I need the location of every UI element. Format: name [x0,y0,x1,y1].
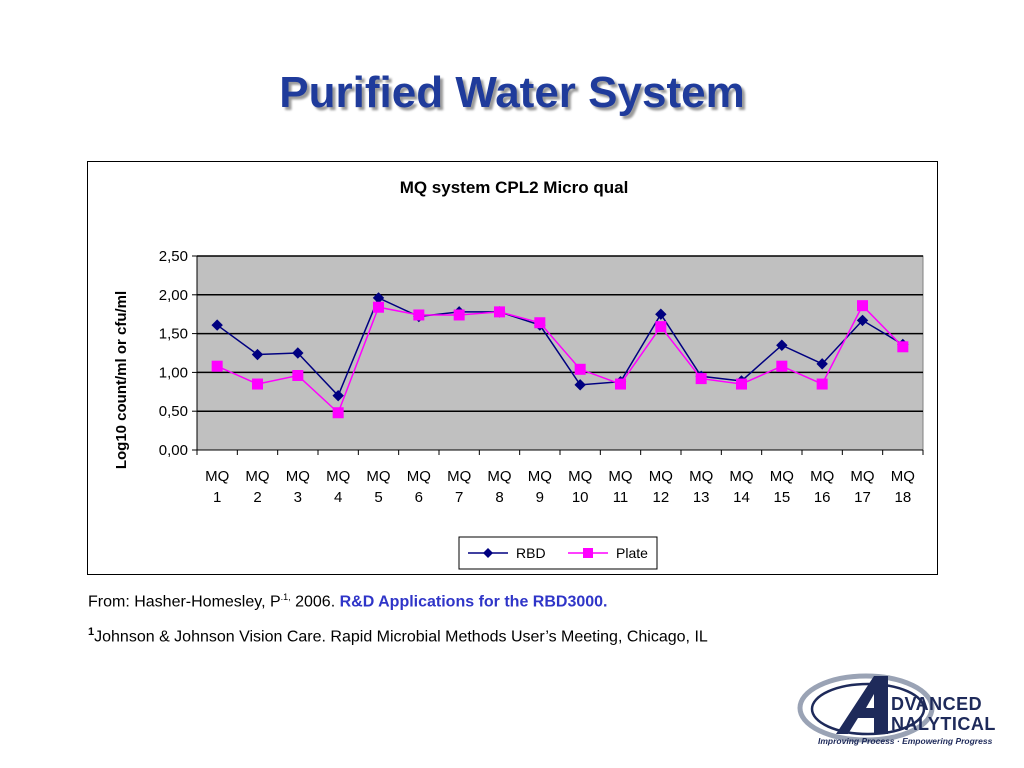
x-tick-label: 15 [773,489,790,506]
x-tick-label: MQ [487,468,511,485]
data-point-plate [857,300,868,312]
x-tick-label: 10 [572,489,589,506]
y-tick-label: 1,50 [159,326,188,343]
x-tick-label: 5 [374,489,382,506]
data-point-plate [695,373,707,385]
data-point-rbd [574,379,586,391]
footnote: 1Johnson & Johnson Vision Care. Rapid Mi… [88,626,708,646]
logo-swoosh-icon [797,673,935,743]
data-point-plate [897,341,909,353]
x-tick-label: 11 [613,489,629,506]
x-tick-label: 16 [814,489,831,506]
data-point-plate [776,360,788,372]
x-tick-label: MQ [568,468,592,485]
data-point-rbd [211,319,223,331]
legend-marker-rbd [483,548,493,558]
x-tick-label: MQ [407,468,431,485]
slide-title: Purified Water System [279,68,745,117]
source-year: 2006. [290,593,340,611]
chart-container: MQ system CPL2 Micro qual 0,00 0,50 1,00 1,… [87,161,938,575]
x-tick-label: 7 [455,489,463,506]
x-tick-label: 6 [415,489,423,506]
x-tick-label: MQ [205,468,229,485]
data-point-plate [816,378,828,390]
x-tick-label: MQ [649,468,673,485]
x-tick-label: MQ [528,468,552,485]
logo-word-analytical: NALYTICAL [891,714,996,734]
data-point-plate [736,378,747,390]
data-point-plate [615,378,626,390]
data-point-plate [655,321,667,333]
data-point-rbd [856,314,869,327]
data-point-rbd [292,347,304,359]
source-title: R&D Applications for the RBD3000. [339,593,608,611]
x-tick-label: MQ [286,468,310,485]
logo-tagline: Improving Process · Empowering Progress [818,736,993,746]
x-tick-label: 4 [334,489,342,506]
plot-area [196,255,924,451]
data-point-plate [252,378,263,390]
data-point-rbd [332,389,344,402]
x-tick-label: 17 [854,489,871,506]
x-tick-label: MQ [891,468,915,485]
y-tick-label: 1,00 [159,364,188,381]
x-tick-label: 8 [495,489,503,506]
logo-letter-a-icon [836,676,888,734]
data-point-plate [373,301,384,313]
data-point-rbd [251,348,264,361]
legend: RBD Plate [458,536,658,570]
y-tick-label: 2,50 [159,248,188,265]
source-citation: From: Hasher-Homesley, P.1, 2006. R&D Ap… [88,592,607,611]
legend-label-rbd: RBD [516,545,546,561]
data-point-plate [211,360,223,372]
footnote-text: Johnson & Johnson Vision Care. Rapid Mic… [94,628,708,646]
data-point-plate [453,309,465,321]
data-point-plate [292,370,304,382]
data-point-plate [332,407,344,419]
x-tick-label: 9 [536,489,544,506]
chart-title: MQ system CPL2 Micro qual [400,178,629,197]
source-superscript: .1, [280,592,291,602]
x-tick-label: MQ [689,468,713,485]
source-author: From: Hasher-Homesley, P [88,593,281,611]
x-tick-label: MQ [608,468,632,485]
data-point-plate [494,306,505,318]
x-tick-label: MQ [729,468,753,485]
x-tick-label: 1 [213,489,221,506]
y-tick-label: 0,00 [159,442,188,459]
x-tick-label: MQ [447,468,471,485]
legend-label-plate: Plate [616,545,648,561]
x-tick-label: 18 [894,489,911,506]
y-axis-title: Log10 count/ml or cfu/ml [113,291,130,469]
x-tick-label: 14 [733,489,750,506]
x-tick-label: 3 [294,489,302,506]
data-point-rbd [816,358,828,370]
x-tick-label: MQ [326,468,350,485]
logo-word-advanced: DVANCED [891,694,982,714]
series-line-plate [216,304,904,415]
logo-swoosh-inner-icon [810,682,926,736]
line-chart: MQ system CPL2 Micro qual 0,00 0,50 1,00 1,… [113,178,924,570]
series-line-rbd [216,296,904,398]
legend-marker-plate [583,548,593,558]
data-point-plate [534,317,546,329]
x-tick-label: 12 [652,489,669,506]
y-tick-label: 0,50 [159,403,188,420]
x-tick-label: MQ [810,468,834,485]
footnote-marker: 1 [88,626,95,638]
data-point-rbd [776,339,788,351]
x-tick-label: 2 [253,489,261,506]
x-tick-label: MQ [366,468,390,485]
data-point-plate [574,363,586,375]
x-tick-label: MQ [850,468,874,485]
advanced-analytical-logo: DVANCED NALYTICAL Improving Process · Em… [797,673,996,746]
y-tick-label: 2,00 [159,287,188,304]
data-point-plate [413,309,425,321]
x-tick-label: MQ [770,468,794,485]
data-point-rbd [655,308,667,320]
x-tick-label: MQ [245,468,269,485]
x-tick-label: 13 [693,489,710,506]
